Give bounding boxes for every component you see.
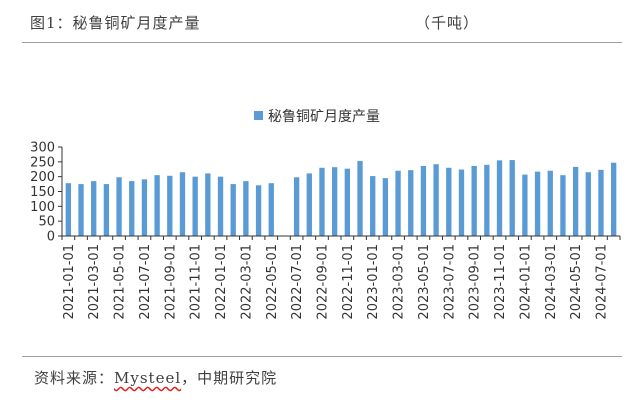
x-tick-label: 2022-07-01 bbox=[290, 244, 305, 320]
bar bbox=[78, 184, 84, 236]
source-brand: Mysteel bbox=[114, 369, 182, 387]
x-tick-label: 2023-11-01 bbox=[493, 244, 508, 320]
bar bbox=[408, 170, 414, 236]
x-tick-label: 2022-05-01 bbox=[265, 244, 280, 320]
bar bbox=[306, 173, 312, 236]
y-tick-label: 150 bbox=[30, 185, 55, 200]
x-tick-label: 2022-01-01 bbox=[214, 244, 229, 320]
bar bbox=[370, 176, 376, 236]
source-prefix: 资料来源： bbox=[34, 369, 115, 387]
x-tick-label: 2023-01-01 bbox=[366, 244, 381, 320]
x-tick-label: 2024-03-01 bbox=[544, 244, 559, 320]
bar bbox=[154, 175, 160, 236]
y-tick-label: 200 bbox=[30, 170, 55, 185]
bar bbox=[509, 160, 515, 236]
x-tick-label: 2021-09-01 bbox=[163, 244, 178, 320]
source-note: 资料来源：Mysteel，中期研究院 bbox=[34, 367, 277, 388]
bar bbox=[484, 164, 490, 236]
bar bbox=[293, 177, 300, 236]
y-tick-label: 100 bbox=[30, 200, 55, 215]
bar bbox=[534, 171, 541, 236]
bar bbox=[268, 183, 274, 236]
x-tick-label: 2021-03-01 bbox=[87, 244, 102, 320]
bar bbox=[496, 160, 503, 236]
bar bbox=[230, 184, 236, 236]
bar bbox=[217, 176, 224, 236]
x-tick-label: 2021-05-01 bbox=[113, 244, 128, 320]
bar bbox=[116, 177, 122, 236]
bar bbox=[433, 164, 439, 236]
x-tick-label: 2024-05-01 bbox=[569, 244, 584, 320]
bar bbox=[611, 162, 617, 236]
x-axis: 2021-01-01 2021-03-01 2021-05-01 2021-07-01… bbox=[61, 235, 621, 320]
bar bbox=[179, 172, 186, 236]
x-tick-label: 2022-11-01 bbox=[341, 244, 356, 320]
x-tick-label: 2023-03-01 bbox=[392, 244, 407, 320]
x-tick-label: 2024-01-01 bbox=[518, 244, 533, 320]
bar bbox=[103, 184, 110, 236]
bar bbox=[255, 185, 262, 236]
top-divider bbox=[22, 42, 622, 43]
bar bbox=[344, 168, 351, 236]
bar bbox=[585, 172, 591, 236]
x-tick-label: 2023-09-01 bbox=[468, 244, 483, 320]
bar bbox=[522, 174, 528, 236]
bar bbox=[243, 181, 249, 236]
chart-legend: 秘鲁铜矿月度产量 bbox=[254, 109, 380, 125]
bar bbox=[471, 165, 477, 236]
bar bbox=[332, 167, 338, 236]
bar bbox=[560, 175, 566, 236]
bar bbox=[167, 175, 173, 236]
x-tick-label: 2021-07-01 bbox=[138, 244, 153, 320]
bar bbox=[65, 183, 72, 236]
bar bbox=[395, 170, 401, 236]
bar bbox=[458, 169, 465, 236]
x-tick-label: 2022-09-01 bbox=[315, 244, 330, 320]
bottom-divider bbox=[22, 356, 622, 357]
y-tick-label: 50 bbox=[38, 215, 55, 230]
bar bbox=[547, 170, 553, 236]
y-tick-label: 0 bbox=[47, 230, 55, 245]
x-tick-label: 2024-07-01 bbox=[594, 244, 609, 320]
x-tick-label: 2022-03-01 bbox=[239, 244, 254, 320]
bar bbox=[446, 167, 452, 236]
x-tick-label: 2023-05-01 bbox=[417, 244, 432, 320]
y-tick-label: 250 bbox=[30, 155, 55, 170]
source-suffix: ，中期研究院 bbox=[181, 369, 278, 387]
bar bbox=[319, 167, 325, 236]
bar bbox=[572, 166, 579, 236]
bar bbox=[192, 176, 198, 236]
bar bbox=[91, 181, 97, 236]
bar bbox=[382, 178, 389, 236]
y-tick-label: 300 bbox=[30, 141, 55, 156]
legend-swatch bbox=[254, 111, 263, 120]
bar bbox=[129, 181, 135, 236]
bar-series bbox=[65, 160, 617, 236]
figure-unit: （千吨） bbox=[415, 14, 480, 32]
figure-title: 图1：秘鲁铜矿月度产量 bbox=[30, 14, 201, 32]
bar bbox=[598, 169, 604, 236]
bar bbox=[205, 173, 211, 236]
x-tick-label: 2021-01-01 bbox=[62, 244, 77, 320]
bar bbox=[420, 165, 427, 236]
bar bbox=[357, 160, 363, 236]
x-tick-label: 2021-11-01 bbox=[189, 244, 204, 320]
bar bbox=[141, 179, 148, 236]
x-tick-label: 2023-07-01 bbox=[442, 244, 457, 320]
legend-label: 秘鲁铜矿月度产量 bbox=[268, 109, 380, 125]
